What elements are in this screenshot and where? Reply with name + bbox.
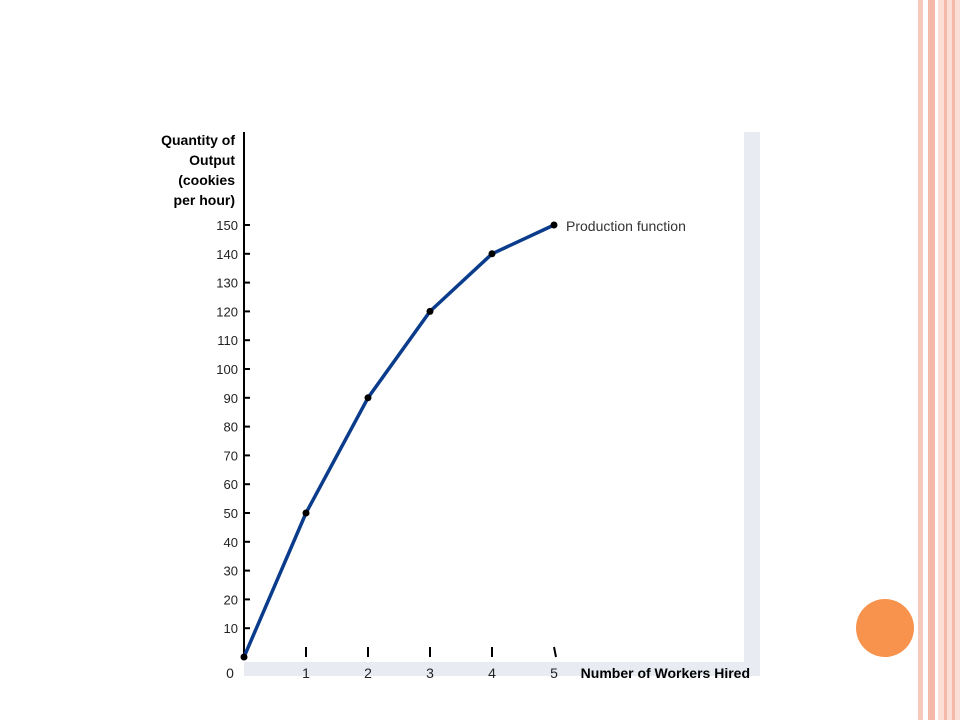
accent-circle-icon (856, 599, 914, 657)
chart-panel-inner (244, 132, 744, 662)
y-tick-label: 60 (224, 477, 238, 492)
y-tick-label: 150 (216, 218, 238, 233)
y-tick-label: 40 (224, 535, 238, 550)
y-tick-label: 10 (224, 621, 238, 636)
y-tick-label: 130 (216, 276, 238, 291)
data-point (426, 307, 434, 315)
x-tick-label: 1 (302, 665, 310, 681)
x-tick-mark (553, 646, 557, 658)
x-axis-title: Number of Workers Hired (581, 665, 750, 681)
y-tick-label: 50 (224, 506, 238, 521)
y-tick-label: 120 (216, 304, 238, 319)
edge-stripe-2 (928, 0, 935, 720)
y-tick-label: 70 (224, 448, 238, 463)
x-tick-label: 3 (426, 665, 434, 681)
y-tick-label: 20 (224, 592, 238, 607)
series-label: Production function (566, 218, 686, 234)
x-tick-label: 4 (488, 665, 496, 681)
data-point (302, 509, 310, 517)
data-point (364, 394, 372, 402)
y-axis-title: Quantity of Output (cookies per hour) (161, 132, 235, 208)
edge-stripe-5 (952, 0, 955, 720)
data-point (240, 653, 248, 661)
y-tick-label: 140 (216, 247, 238, 262)
edge-stripe-4 (944, 0, 947, 720)
x-tick-label: 0 (226, 665, 234, 681)
edge-stripe-1 (918, 0, 923, 720)
y-tick-label: 90 (224, 391, 238, 406)
data-point (488, 250, 496, 258)
y-tick-label: 110 (217, 333, 238, 348)
data-point (550, 221, 558, 229)
x-tick-label: 2 (364, 665, 372, 681)
x-tick-label: 5 (550, 665, 558, 681)
y-tick-label: 80 (224, 420, 238, 435)
series-line (242, 223, 555, 658)
y-tick-label: 100 (216, 362, 238, 377)
y-tick-label: 30 (224, 564, 238, 579)
